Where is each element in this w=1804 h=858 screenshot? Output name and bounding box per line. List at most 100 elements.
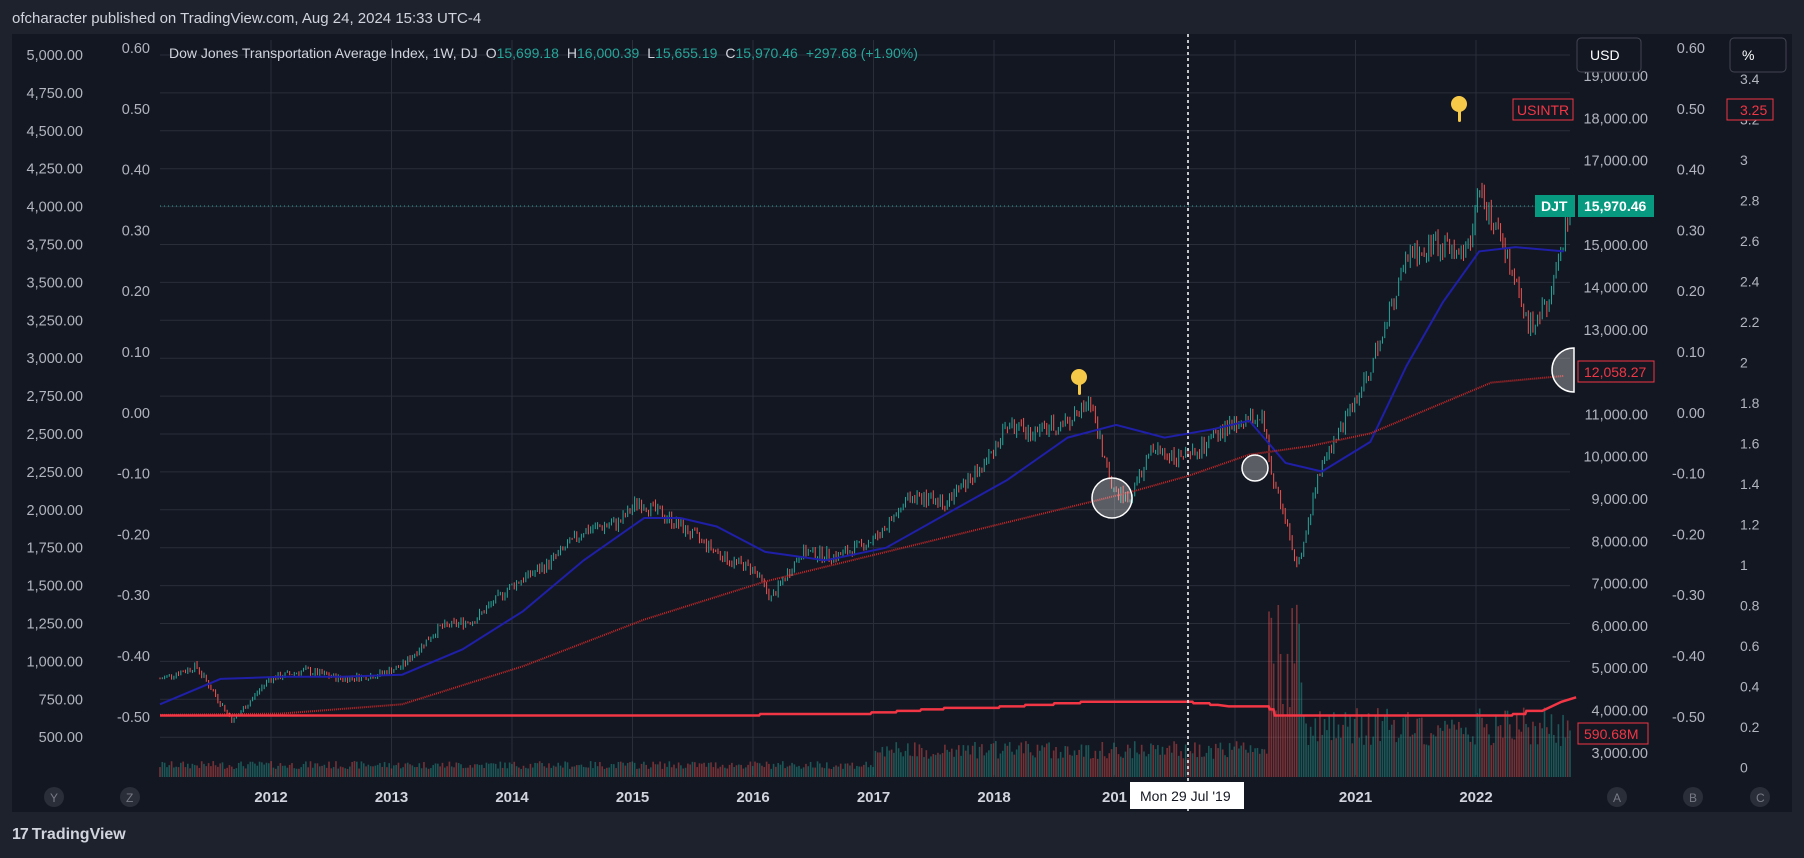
volume-bar [1469,741,1472,777]
volume-bar [279,763,282,777]
volume-bar [538,761,541,777]
volume-bar [1506,710,1509,777]
volume-bar [784,768,786,777]
volume-bar [1050,758,1053,777]
axis-tick-label: 3,250.00 [27,313,83,329]
volume-bar [518,767,520,777]
volume-bar [1349,714,1351,777]
scale-button-y[interactable]: Y [44,787,64,807]
volume-bar [1180,751,1182,777]
far-right-rate-axis: 3.43.232.82.62.42.221.81.61.41.210.80.60… [1740,71,1760,776]
volume-bar [675,768,678,777]
volume-bar [1319,711,1321,777]
pointing-hand-icon [1451,96,1467,122]
volume-bar [557,762,560,777]
volume-bar [1252,752,1254,777]
volume-bar [1129,748,1131,777]
volume-bar [863,764,865,777]
volume-bar [545,767,548,777]
volume-bar [835,765,837,777]
volume-bar [263,764,265,777]
volume-bar [1022,753,1025,777]
legend-change-value: +297.68 (+1.90%) [806,45,918,61]
volume-bar [175,766,178,777]
volume-bar [1478,708,1481,777]
volume-bar [712,767,715,777]
axis-tick-label: 19,000.00 [1583,69,1648,85]
axis-tick-label: 2.6 [1740,233,1760,249]
volume-bar [1235,741,1238,777]
volume-bar [508,762,511,777]
volume-bar [281,765,284,777]
volume-bar [944,744,946,777]
volume-bar [744,767,747,777]
scale-button-z[interactable]: Z [120,787,140,807]
volume-bar [314,763,316,777]
volume-bar [856,765,858,777]
volume-bar [335,761,337,777]
volume-bar [1136,752,1138,777]
volume-bar [379,763,381,777]
volume-bar [902,756,905,777]
scale-button-c[interactable]: C [1750,787,1770,807]
volume-bar [925,750,928,777]
volume-bar [1430,733,1432,777]
volume-bar [851,762,854,777]
tradingview-logo[interactable]: 17 TradingView [12,826,126,844]
volume-bar [318,766,321,777]
tradingview-brand-text: TradingView [31,826,126,843]
volume-bar [1444,720,1446,777]
axis-tick-label: 8,000.00 [1592,534,1648,550]
publisher-text: ofcharacter published on TradingView.com… [12,10,482,27]
volume-bar [307,767,309,777]
svg-text:USD: USD [1590,47,1620,63]
scale-button-b[interactable]: B [1683,787,1703,807]
volume-bar [1272,663,1275,777]
volume-bar [374,765,377,777]
volume-bar [416,767,418,777]
volume-bar [793,764,796,777]
volume-bar [191,763,194,777]
blue-moving-average-line [159,246,1564,706]
volume-bar [1339,737,1342,777]
volume-bar [582,766,585,777]
axis-tick-label: 2.8 [1740,193,1760,209]
axis-tick-label: 0.4 [1740,679,1760,695]
scale-button-a[interactable]: A [1607,787,1627,807]
volume-bar [247,764,249,777]
axis-tick-label: 0.6 [1740,638,1760,654]
volume-bar [555,766,557,777]
volume-bar [1254,748,1256,777]
volume-bar [353,761,356,777]
volume-bar [566,762,569,777]
currency-button[interactable]: USD [1576,37,1642,73]
volume-bar [1082,756,1085,777]
legend-symbol-name: Dow Jones Transportation Average Index, … [169,45,478,61]
volume-bar [300,767,303,777]
volume-bar [420,768,423,777]
volume-bar [541,762,543,777]
axis-tick-label: 15,000.00 [1583,238,1648,254]
volume-bar [1511,738,1513,777]
axis-tick-label: -0.10 [117,467,150,483]
volume-bar [330,768,333,777]
left-percent-axis: 0.60 0.50 0.40 0.30 0.20 0.10 0.00 -0.10 -0.20 -0… [117,41,150,726]
axis-tick-label: 1.8 [1740,395,1760,411]
volume-bar [221,762,224,777]
volume-bar [1557,724,1560,777]
volume-bar [812,767,814,777]
volume-bar [1439,727,1442,777]
volume-bar [217,766,219,777]
volume-bar [471,767,474,777]
volume-bar [328,761,330,777]
volume-bar [460,764,462,777]
volume-bar [159,767,161,777]
volume-bar [1205,752,1208,777]
volume-bar [455,762,458,777]
svg-text:15,970.46: 15,970.46 [1584,198,1646,214]
percent-button[interactable]: % [1729,37,1787,73]
volume-bar [1120,756,1122,777]
volume-bar [1045,743,1048,777]
volume-bar [1390,724,1393,777]
